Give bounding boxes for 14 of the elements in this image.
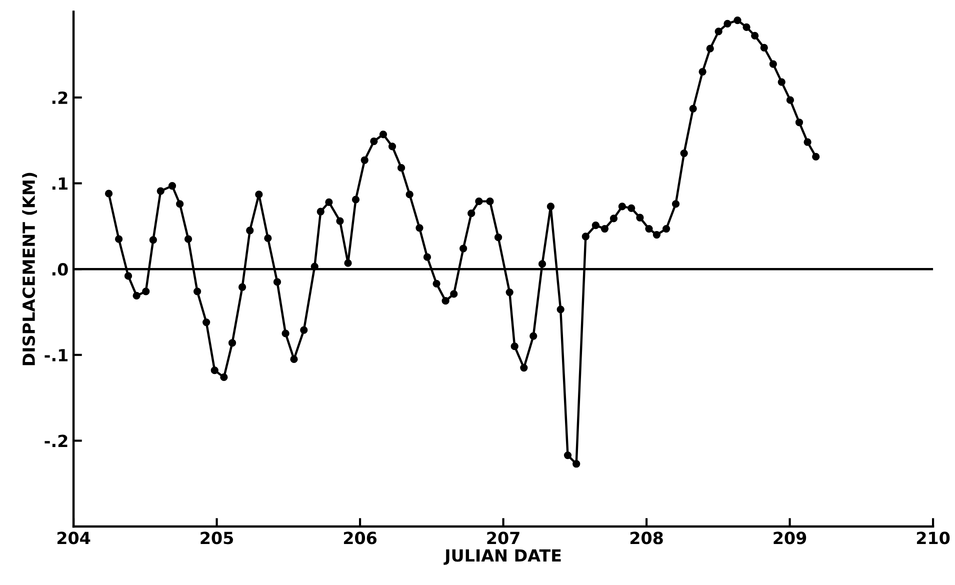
x-tick-label: 206 (344, 532, 377, 544)
y-axis-title: DISPLACEMENT (KM) (22, 172, 38, 366)
y-tick-label: .2 (52, 91, 68, 104)
x-tick-label: 208 (630, 532, 663, 544)
y-tick-label: .0 (52, 263, 68, 276)
y-tick-label: -.1 (44, 349, 68, 362)
x-tick-label: 207 (487, 532, 520, 544)
x-tick-label: 210 (916, 532, 950, 544)
y-tick-label: .1 (52, 177, 68, 190)
x-tick-label: 209 (774, 532, 806, 544)
x-axis-title: JULIAN DATE (444, 549, 561, 565)
y-tick-label: -.2 (44, 434, 68, 448)
x-tick-label: 204 (57, 532, 90, 544)
x-tick-label: 205 (200, 532, 234, 544)
